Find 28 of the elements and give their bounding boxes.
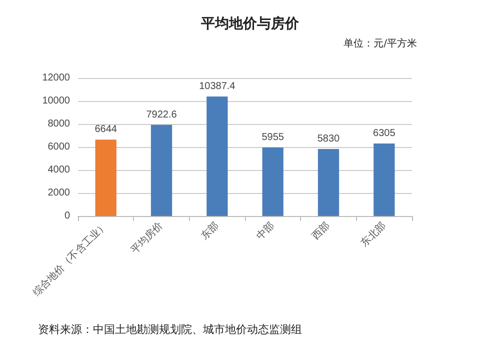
chart-title: 平均地价与房价 (200, 15, 300, 32)
y-tick-label: 10000 (42, 96, 70, 106)
y-tick-label: 8000 (48, 118, 70, 130)
data-label: 7922.6 (146, 109, 178, 120)
y-tick-label: 0 (64, 210, 70, 222)
bar (374, 143, 395, 216)
data-label: 6305 (373, 128, 396, 139)
bar (262, 148, 284, 216)
x-tick-label: 西部 (310, 219, 332, 242)
bar (318, 148, 340, 216)
y-tick-label: 4000 (48, 164, 70, 176)
x-tick-label: 东北部 (358, 219, 388, 250)
y-tick-label: 12000 (42, 72, 70, 84)
text: 资料来源：中国土地勘测规划院、城市地价动态监测组 (38, 323, 302, 336)
x-tick-label: 中部 (254, 219, 277, 242)
y-tick-label: 6000 (48, 142, 70, 152)
data-label: 6644 (94, 124, 118, 136)
x-tick-label: 东部 (198, 219, 222, 242)
x-tick-label: 综合地价（不含工业） (30, 219, 110, 299)
x-tick-label: 平均房价 (128, 219, 166, 256)
data-label: 10387.4 (199, 81, 236, 92)
data-label: 5830 (317, 133, 340, 144)
bar (206, 96, 228, 216)
data-label: 5955 (262, 132, 284, 144)
y-tick-label: 2000 (48, 188, 70, 198)
bar (150, 124, 172, 216)
chart-subtitle: 单位：元/平方米 (344, 38, 418, 50)
bar (95, 140, 116, 216)
